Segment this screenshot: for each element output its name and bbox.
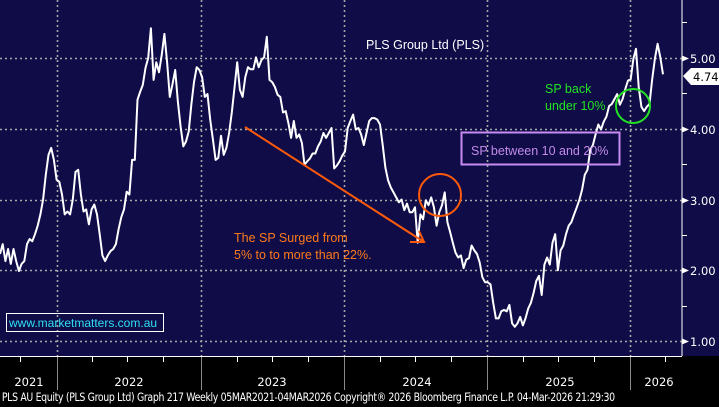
x-axis-ticks: 2021 2022 2023 2024 2025 2026 xyxy=(14,357,674,390)
x-axis-background xyxy=(0,356,719,407)
y-tick-arrow xyxy=(682,126,689,133)
sp-10-20-box xyxy=(460,131,621,166)
y-tick-arrow xyxy=(682,338,689,345)
last-price-marker xyxy=(683,68,719,85)
y-tick-arrow xyxy=(682,267,689,274)
surge-arrow-shaft xyxy=(244,126,425,243)
plot-background xyxy=(0,0,682,356)
y-tick-arrow xyxy=(682,197,689,204)
horizontal-gridlines xyxy=(0,57,682,343)
surge-annotation-line-2: 5% to to more than 22%. xyxy=(234,248,372,262)
chart-title: PLS Group Ltd (PLS) xyxy=(366,38,484,52)
x-tick-label: 2026 xyxy=(644,375,673,389)
y-axis-background xyxy=(682,0,719,356)
y-tick-label: 5.00 xyxy=(690,52,716,66)
price-series-line xyxy=(0,27,664,328)
x-tick-label: 2021 xyxy=(14,375,43,389)
orange-highlight-circle xyxy=(418,173,462,217)
x-tick-label: 2024 xyxy=(402,375,431,389)
surge-arrow-head xyxy=(410,230,426,243)
last-price-label: 4.74 xyxy=(693,70,719,84)
y-tick-arrow xyxy=(682,55,689,62)
bloomberg-footer: PLS AU Equity (PLS Group Ltd) Graph 217 … xyxy=(1,391,615,404)
green-highlight-circle xyxy=(615,88,651,124)
sp-10-20-label: SP between 10 and 20% xyxy=(471,144,608,158)
website-box xyxy=(6,313,164,332)
x-tick-label: 2023 xyxy=(257,375,286,389)
y-tick-label: 1.00 xyxy=(690,335,716,349)
sp-back-label-line-1: SP back xyxy=(545,82,592,96)
surge-annotation-line-1: The SP Surged from xyxy=(234,231,348,245)
y-tick-label: 4.00 xyxy=(690,123,716,137)
y-tick-label: 2.00 xyxy=(690,264,716,278)
y-axis-ticks: 1.00 2.00 3.00 4.00 5.00 xyxy=(682,22,716,349)
x-tick-label: 2025 xyxy=(545,375,574,389)
x-tick-label: 2022 xyxy=(114,375,143,389)
website-link[interactable]: www.marketmatters.com.au xyxy=(8,316,157,330)
sp-back-label-line-2: under 10% xyxy=(545,99,605,113)
y-tick-label: 3.00 xyxy=(690,194,716,208)
vertical-gridlines xyxy=(56,0,632,356)
